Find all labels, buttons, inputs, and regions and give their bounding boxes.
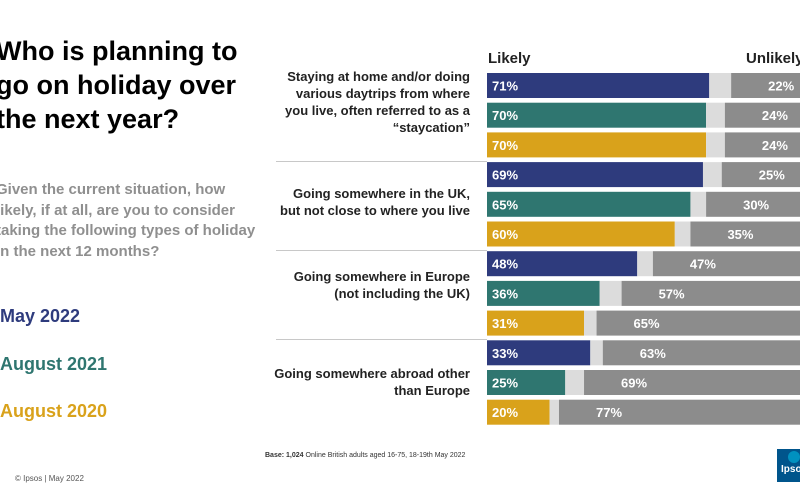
data-label-unlikely: 24% (762, 108, 788, 123)
bar-unlikely (721, 162, 800, 188)
page-title: Who is planning to go on holiday over th… (0, 36, 238, 134)
bar-unlikely (584, 370, 800, 395)
data-label-likely: 33% (492, 346, 518, 361)
data-label-likely: 70% (492, 138, 518, 153)
data-label-unlikely: 77% (596, 405, 622, 420)
group-label-abroad: Going somewhere abroad other than Europe (274, 366, 470, 398)
bar-likely (487, 102, 707, 128)
group-label-europe: Going somewhere in Europe (not including… (293, 269, 470, 301)
bar-unlikely (690, 221, 800, 247)
bar-likely (487, 310, 585, 336)
data-label-unlikely: 65% (634, 316, 660, 331)
data-label-unlikely: 30% (743, 197, 769, 212)
bar-likely (487, 162, 703, 188)
data-label-likely: 25% (492, 376, 518, 391)
data-label-unlikely: 35% (727, 227, 753, 242)
group-label-staycation: Staying at home and/or doing various day… (285, 69, 470, 135)
bar-likely (487, 280, 600, 306)
bar-unlikely (621, 280, 800, 306)
axis-label-likely: Likely (488, 50, 531, 67)
bar-neutral (706, 132, 725, 158)
base-text: Online British adults aged 16-75, 18-19t… (305, 452, 466, 459)
copyright-text: © Ipsos | May 2022 (15, 474, 84, 483)
base-count: 1,024 (286, 452, 304, 459)
bar-likely (487, 221, 675, 247)
legend-may-2022: May 2022 (0, 306, 81, 326)
bar-neutral (549, 399, 559, 425)
bar-likely (487, 132, 707, 158)
data-label-likely: 31% (492, 316, 518, 331)
bar-unlikely (706, 191, 800, 217)
data-label-unlikely: 25% (759, 168, 785, 183)
data-label-likely: 71% (492, 79, 518, 94)
bar-unlikely (731, 73, 800, 98)
data-label-likely: 69% (492, 168, 518, 183)
bar-neutral (590, 340, 603, 366)
data-label-likely: 20% (492, 405, 518, 420)
bar-unlikely (724, 132, 800, 158)
data-label-unlikely: 47% (690, 257, 716, 272)
legend-august-2020: August 2020 (0, 401, 108, 421)
bar-unlikely (602, 340, 800, 366)
bar-likely (487, 73, 710, 98)
legend-august-2021: August 2021 (0, 354, 108, 374)
data-label-likely: 36% (492, 286, 518, 301)
bar-likely (487, 370, 566, 395)
bar-neutral (690, 191, 707, 217)
data-label-unlikely: 63% (640, 346, 666, 361)
logo-circle-icon (788, 451, 800, 463)
data-label-likely: 70% (492, 108, 518, 123)
data-label-unlikely: 69% (621, 376, 647, 391)
bar-neutral (706, 102, 725, 128)
data-label-likely: 48% (492, 257, 518, 272)
group-label-uk: Going somewhere in the UK, but not close… (280, 186, 470, 218)
group-separator (276, 250, 487, 251)
bar-neutral (584, 310, 597, 336)
data-label-unlikely: 57% (659, 286, 685, 301)
bar-likely (487, 191, 691, 217)
group-separator (276, 339, 487, 340)
bar-neutral (565, 370, 585, 395)
bar-unlikely (724, 102, 800, 128)
bar-likely (487, 251, 638, 277)
question-text: Given the current situation, how likely,… (0, 181, 256, 260)
logo-text: Ipsos (781, 464, 800, 475)
bar-neutral (702, 162, 722, 188)
bar-likely (487, 340, 591, 366)
bar-neutral (637, 251, 653, 277)
base-note: Base: 1,024 Online British adults aged 1… (265, 452, 465, 459)
data-label-likely: 65% (492, 197, 518, 212)
bar-neutral (599, 280, 622, 306)
bar-unlikely (558, 399, 800, 425)
bar-likely (487, 399, 550, 425)
group-separator (276, 161, 487, 162)
bar-neutral (674, 221, 691, 247)
ipsos-logo: Ipsos (777, 449, 800, 482)
bar-neutral (709, 73, 732, 98)
bar-unlikely (652, 251, 800, 277)
axis-label-unlikely: Unlikely (746, 50, 800, 67)
data-label-unlikely: 22% (768, 79, 794, 94)
data-label-likely: 60% (492, 227, 518, 242)
data-label-unlikely: 24% (762, 138, 788, 153)
bar-unlikely (596, 310, 800, 336)
base-prefix: Base: (265, 452, 285, 459)
